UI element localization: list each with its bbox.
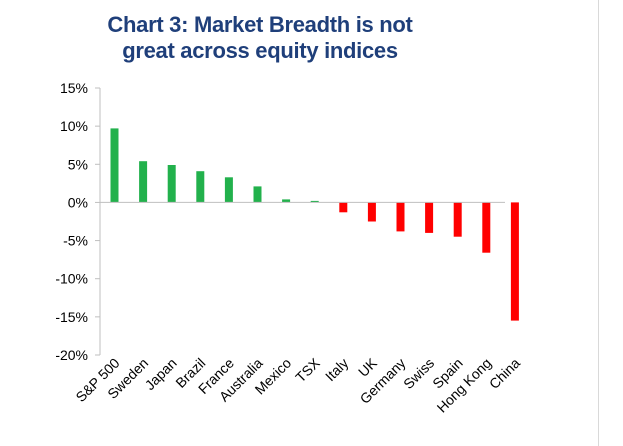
y-tick-label: -5% [63,233,88,249]
bar-tsx [310,200,319,203]
x-category-label: Italy [322,355,351,384]
y-tick-label: 10% [60,118,88,134]
x-axis-labels: S&P 500SwedenJapanBrazilFranceAustraliaM… [72,354,523,415]
bar-s-p-500 [110,128,119,203]
page-divider [598,0,599,446]
x-category-label: TSX [292,354,323,385]
bar-swiss [425,202,434,233]
bar-sweden [139,161,148,203]
y-tick-label: 5% [68,156,88,172]
y-tick-label: 15% [60,80,88,96]
y-tick-label: -15% [55,309,88,325]
y-tick-label: 0% [68,194,88,210]
bar-mexico [282,199,291,203]
bar-australia [253,186,262,203]
y-tick-label: -10% [55,271,88,287]
x-category-label: Swiss [400,355,437,392]
chart-title: Chart 3: Market Breadth is not great acr… [40,12,480,64]
bar-france [224,177,233,203]
x-category-label: Japan [142,355,180,393]
chart-title-line-2: great across equity indices [122,38,398,63]
y-axis-ticks: 15% 10% 5% 0% -5% -10% -15% -20% [55,80,100,363]
bar-hong-kong [482,202,491,253]
bar-germany [396,202,405,232]
chart-title-line-1: Chart 3: Market Breadth is not [107,12,413,37]
bar-japan [167,165,176,203]
bar-china [510,202,519,321]
y-tick-label: -20% [55,347,88,363]
bar-italy [339,202,348,213]
bar-spain [453,202,462,237]
x-category-label: China [486,355,523,392]
bar-brazil [196,171,205,203]
bars [110,128,519,321]
bar-uk [367,202,376,222]
